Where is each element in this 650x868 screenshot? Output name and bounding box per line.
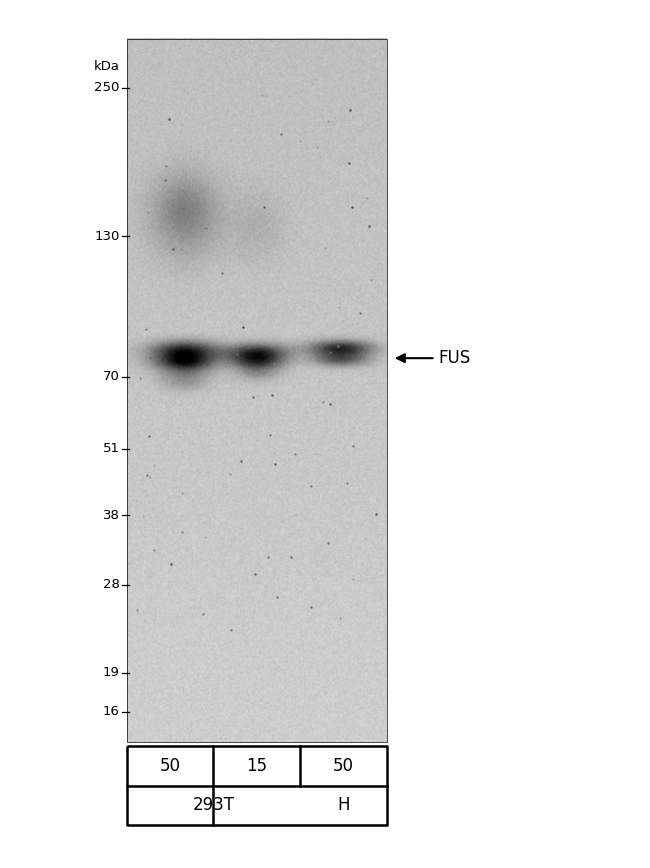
Text: kDa: kDa (94, 60, 120, 73)
Text: 28: 28 (103, 578, 120, 591)
Text: 38: 38 (103, 509, 120, 522)
Text: 50: 50 (160, 757, 181, 775)
Text: 51: 51 (103, 442, 120, 455)
Text: 293T: 293T (192, 796, 235, 814)
Text: 250: 250 (94, 82, 120, 95)
Bar (127, 39, 387, 742)
Text: 70: 70 (103, 371, 120, 384)
Text: 19: 19 (103, 667, 120, 680)
Text: 16: 16 (103, 706, 120, 719)
Text: 50: 50 (333, 757, 354, 775)
Text: 15: 15 (246, 757, 267, 775)
Text: 130: 130 (94, 230, 120, 243)
Text: H: H (337, 796, 350, 814)
Text: FUS: FUS (439, 349, 471, 367)
